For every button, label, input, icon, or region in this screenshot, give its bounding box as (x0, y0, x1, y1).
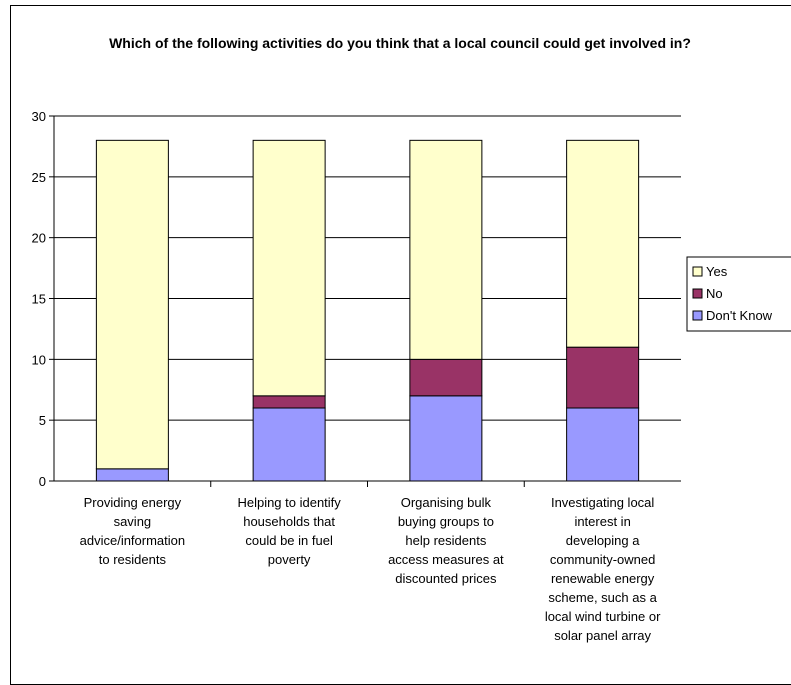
legend-swatch (692, 266, 703, 277)
x-category-label: Investigating local interest in developing… (545, 495, 661, 643)
bar-no (566, 346, 640, 409)
bar-yes (252, 139, 326, 397)
y-tick-label: 30 (32, 109, 46, 124)
bar-yes (409, 139, 483, 360)
x-category-label: Organising bulk buying groups to help resi… (388, 495, 504, 586)
y-tick-label: 0 (39, 474, 46, 489)
legend-label: Don't Know (706, 308, 773, 323)
legend-box (686, 256, 791, 332)
legend-label: No (706, 286, 723, 301)
chart-title: Which of the following activities do you… (109, 35, 691, 51)
bar-no (252, 395, 326, 409)
bar-yes (566, 139, 640, 348)
x-category-label: Helping to identify households that could … (237, 495, 341, 567)
bar-yes (95, 139, 169, 470)
legend-label: Yes (706, 264, 728, 279)
y-tick-label: 20 (32, 231, 46, 246)
y-tick-label: 5 (39, 413, 46, 428)
x-category-label: Providing energy saving advice/information… (80, 495, 186, 567)
y-tick-label: 15 (32, 292, 46, 307)
bar-don-t-know (252, 407, 326, 482)
bar-don-t-know (95, 468, 169, 482)
legend-swatch (692, 288, 703, 299)
y-tick-label: 10 (32, 352, 46, 367)
bar-no (409, 358, 483, 397)
legend-swatch (692, 310, 703, 321)
y-tick-label: 25 (32, 170, 46, 185)
bar-don-t-know (409, 395, 483, 482)
bar-don-t-know (566, 407, 640, 482)
